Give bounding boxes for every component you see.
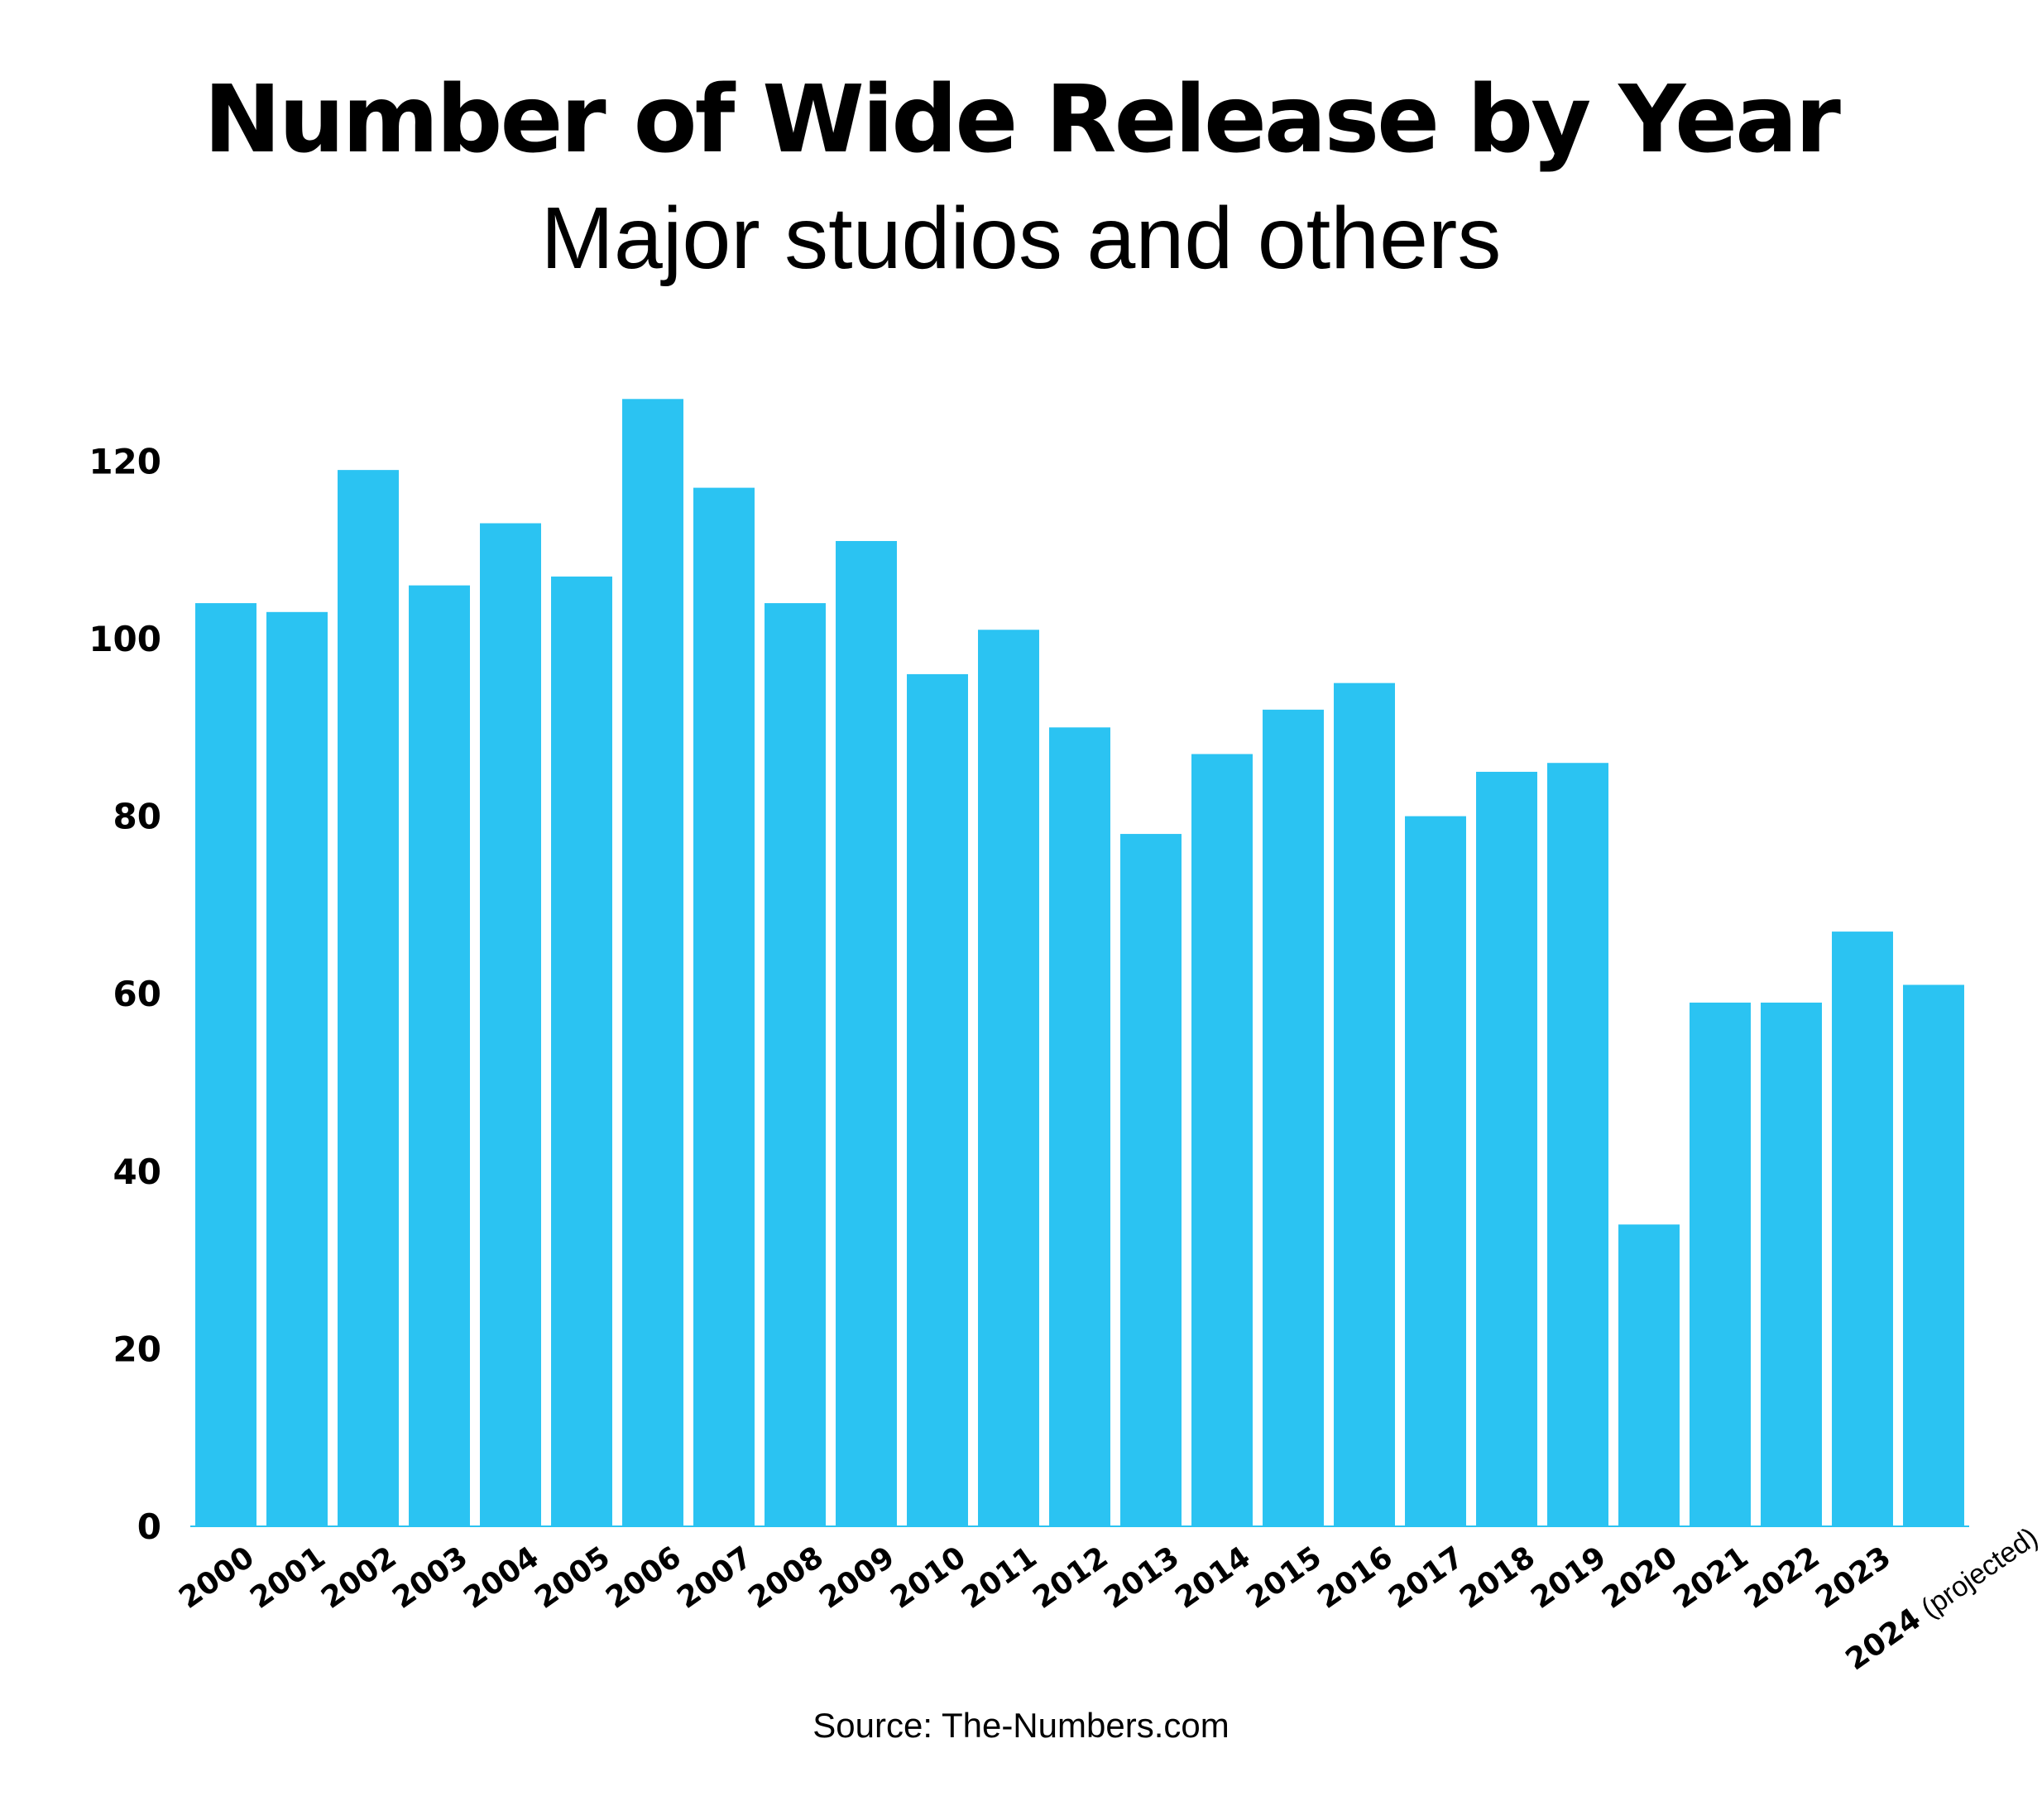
x-tick-label: 2003 [386,1540,474,1616]
bar-2022 [1761,1002,1822,1526]
y-tick-label: 100 [89,619,161,659]
bar-2009 [836,540,897,1526]
bar-2013 [1120,834,1182,1526]
x-tick-label: 2002 [315,1540,403,1616]
bar-2019 [1547,763,1608,1526]
bar-2011 [978,630,1039,1526]
y-tick-label: 120 [89,441,161,481]
chart-subtitle: Major studios and others [540,189,1502,287]
x-axis: 2000200120022003200420052006200720082009… [173,1520,2042,1677]
bar-2001 [266,611,328,1526]
x-tick-label: 2011 [956,1540,1043,1616]
x-tick-label: 2016 [1311,1540,1399,1616]
bar-2006 [622,399,683,1526]
bar-2002 [338,470,399,1526]
x-tick-note: (projected) [1915,1521,2042,1624]
bar-2023 [1832,932,1893,1526]
y-tick-label: 20 [113,1329,161,1369]
bar-2015 [1263,709,1324,1526]
source-note: Source: The-Numbers.com [812,1706,1230,1745]
x-tick-label: 2019 [1525,1540,1613,1616]
bar-2016 [1334,682,1395,1526]
x-tick-label: 2007 [671,1540,759,1616]
x-tick-label: 2000 [173,1540,261,1616]
x-tick-label: 2008 [742,1540,830,1616]
x-tick-label: 2012 [1027,1540,1114,1616]
y-tick-label: 60 [113,974,161,1014]
bar-2024 [1903,984,1964,1526]
bar-2012 [1049,727,1110,1526]
y-tick-label: 0 [137,1506,161,1547]
bar-2004 [480,523,541,1526]
x-tick-label: 2004 [458,1540,545,1616]
x-tick-label: 2010 [884,1540,972,1616]
x-tick-label: 2006 [600,1540,688,1616]
x-tick-label: 2018 [1454,1540,1541,1616]
y-axis: 0 20 40 60 80 100 120 [89,441,161,1547]
x-tick-label: 2009 [813,1540,901,1616]
x-tick-label: 2024(projected) [1840,1520,2042,1677]
x-tick-label: 2021 [1667,1540,1755,1616]
x-tick-label: 2013 [1098,1540,1186,1616]
x-tick-label: 2017 [1383,1540,1470,1616]
x-tick-label: 2022 [1738,1540,1826,1616]
bar-2010 [907,673,968,1527]
x-tick-label: 2020 [1596,1540,1684,1616]
bars [190,399,1969,1527]
bar-2020 [1618,1224,1680,1526]
x-tick-label: 2005 [529,1540,616,1616]
bar-2005 [551,576,612,1526]
x-tick-label: 2015 [1240,1540,1328,1616]
bar-2007 [693,487,755,1526]
bar-2018 [1476,771,1537,1526]
bar-2017 [1405,816,1466,1526]
y-tick-label: 80 [113,797,161,837]
x-tick-label: 2014 [1169,1540,1257,1616]
chart-title: Number of Wide Release by Year [204,66,1841,174]
bar-2000 [195,603,256,1526]
bar-2021 [1690,1002,1751,1526]
x-tick-label: 2001 [244,1540,332,1616]
bar-2003 [409,585,470,1526]
bar-2014 [1191,754,1253,1526]
bar-2008 [765,603,826,1526]
y-tick-label: 40 [113,1152,161,1192]
x-tick-label: 2023 [1810,1540,1897,1616]
